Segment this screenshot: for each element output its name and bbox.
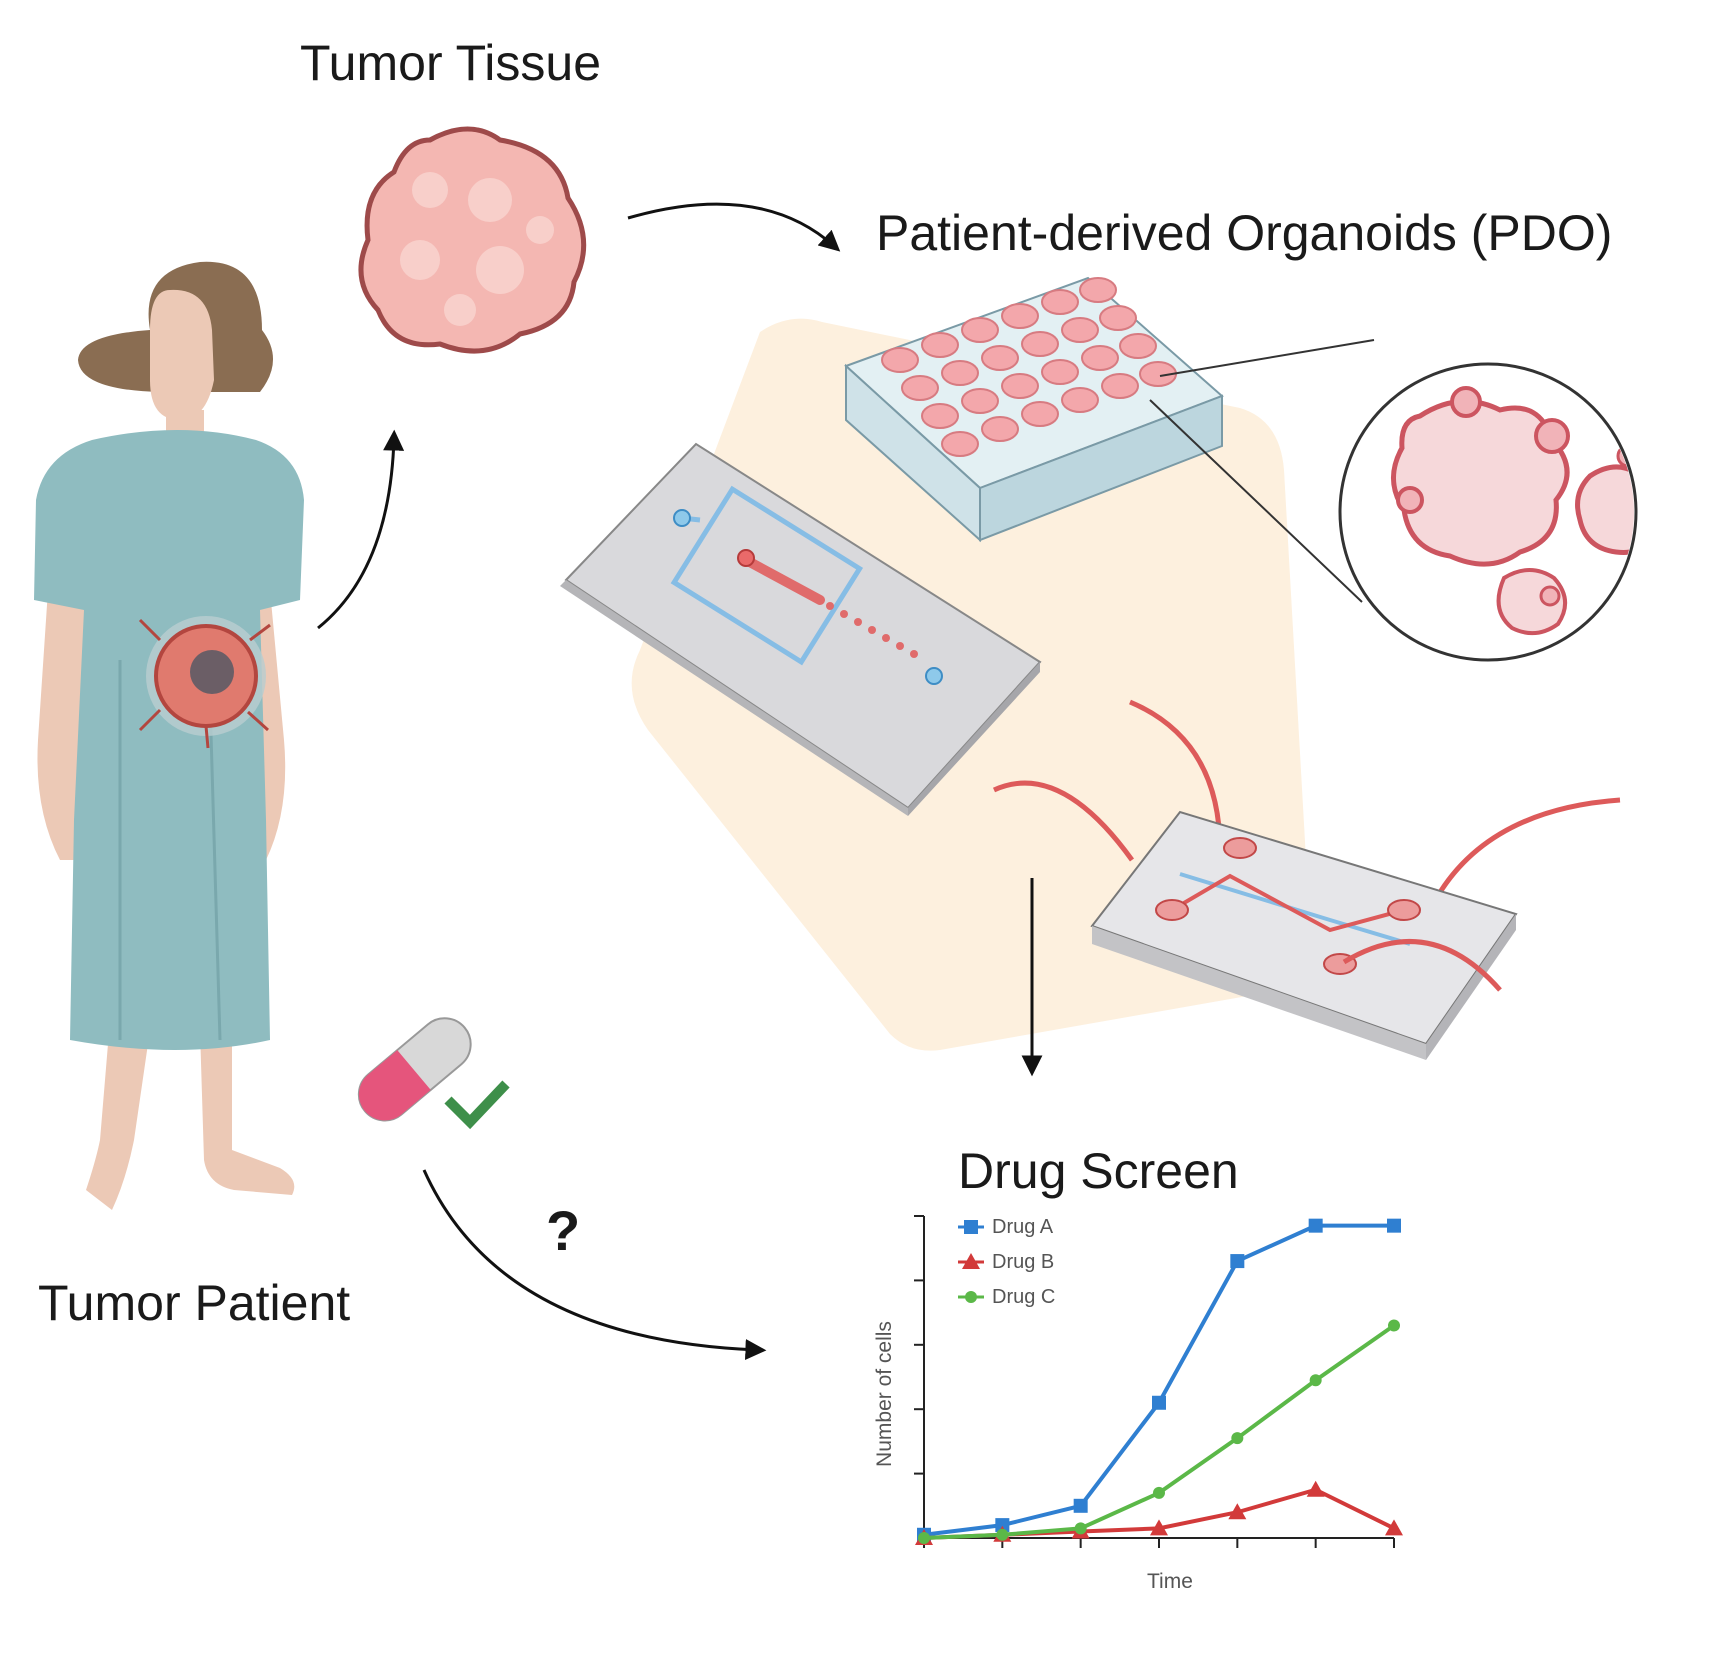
pdo-label: Patient-derived Organoids (PDO) [876, 205, 1613, 261]
series-line-3 [923, 1323, 1396, 1540]
drug-screen-chart [914, 1215, 1403, 1548]
data-point-2 [1228, 1503, 1247, 1520]
data-point-2 [1306, 1480, 1325, 1497]
arrow-pill-to-screen [422, 1169, 767, 1360]
data-point-1 [1152, 1395, 1166, 1410]
y-axis-label: Number of cells [872, 1321, 896, 1467]
tumor-tissue-icon [358, 126, 587, 354]
legend-drug-a: Drug A [992, 1216, 1054, 1238]
tumor-patient-label: Tumor Patient [38, 1275, 351, 1331]
zoom-lines [1149, 339, 1375, 603]
check-icon [444, 1080, 510, 1130]
data-point-3 [918, 1532, 930, 1544]
data-point-3 [1153, 1486, 1165, 1499]
data-point-3 [1388, 1319, 1400, 1332]
data-point-3 [1074, 1522, 1087, 1535]
well-plate-icon [844, 276, 1224, 543]
face [150, 289, 214, 420]
question-mark: ? [546, 1199, 581, 1262]
data-point-1 [1387, 1218, 1401, 1233]
tumor-tissue-label: Tumor Tissue [300, 35, 602, 91]
data-point-3 [996, 1528, 1009, 1541]
legend-marker-1 [964, 1220, 978, 1234]
x-axis-label: Time [1147, 1570, 1193, 1593]
data-point-3 [1309, 1374, 1322, 1387]
magnified-organoids-icon [1338, 362, 1638, 662]
data-point-3 [1231, 1432, 1244, 1445]
legend-marker-3 [965, 1291, 977, 1303]
microfluidic-chip-icon [560, 442, 1042, 816]
arrow-patient-to-tissue [317, 429, 405, 630]
legend-drug-c: Drug C [992, 1286, 1056, 1308]
hospital-gown [34, 430, 304, 1050]
drug-screen-label: Drug Screen [958, 1143, 1239, 1199]
arrow-tissue-to-pdo [627, 202, 841, 252]
data-point-2 [1150, 1519, 1168, 1536]
data-point-1 [1308, 1218, 1323, 1233]
patient-figure [34, 261, 304, 1210]
pill-icon [357, 1017, 472, 1122]
legend-marker-2 [962, 1253, 980, 1269]
data-point-1 [1230, 1254, 1245, 1269]
data-point-1 [995, 1518, 1010, 1533]
organ-chip-icon [992, 699, 1621, 1060]
legend-drug-b: Drug B [992, 1251, 1055, 1273]
data-point-1 [1073, 1498, 1088, 1513]
legs [86, 1020, 150, 1210]
data-point-2 [1385, 1519, 1403, 1536]
